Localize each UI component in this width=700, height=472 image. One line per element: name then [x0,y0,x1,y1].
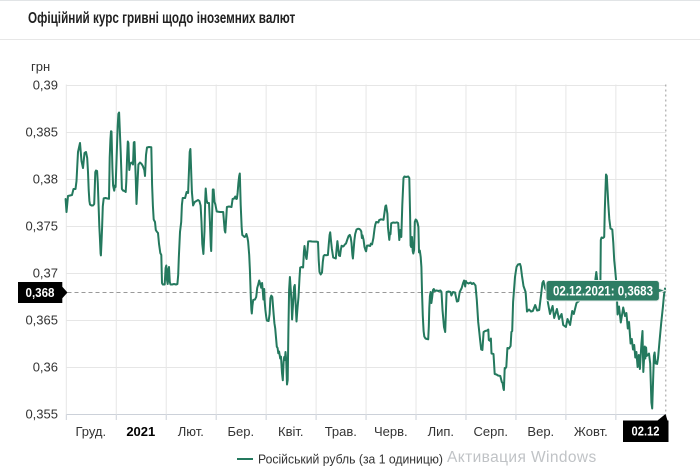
svg-text:0,39: 0,39 [33,78,58,93]
svg-text:2021: 2021 [126,424,155,439]
svg-text:Квіт.: Квіт. [278,424,304,439]
svg-text:0,368: 0,368 [26,285,55,300]
svg-text:0,375: 0,375 [25,219,58,234]
svg-text:Лип.: Лип. [428,424,454,439]
svg-text:0,38: 0,38 [33,172,58,187]
svg-text:Жовт.: Жовт. [574,424,608,439]
svg-text:0,385: 0,385 [25,125,58,140]
svg-text:Черв.: Черв. [374,424,408,439]
svg-text:0,365: 0,365 [25,313,58,328]
svg-text:02.12: 02.12 [632,424,660,439]
svg-text:Російський рубль (за 1 одиницю: Російський рубль (за 1 одиницю) [258,452,443,467]
svg-text:Лют.: Лют. [178,424,204,439]
svg-text:грн: грн [31,59,50,74]
svg-text:02.12.2021: 0,3683: 02.12.2021: 0,3683 [553,284,653,299]
svg-text:Груд.: Груд. [75,424,106,439]
svg-text:Трав.: Трав. [325,424,357,439]
svg-text:0,36: 0,36 [33,360,58,375]
svg-text:0,355: 0,355 [25,407,58,422]
svg-text:Серп.: Серп. [474,424,509,439]
svg-text:0,37: 0,37 [33,266,58,281]
svg-text:Бер.: Бер. [227,424,254,439]
svg-text:Вер.: Вер. [527,424,554,439]
